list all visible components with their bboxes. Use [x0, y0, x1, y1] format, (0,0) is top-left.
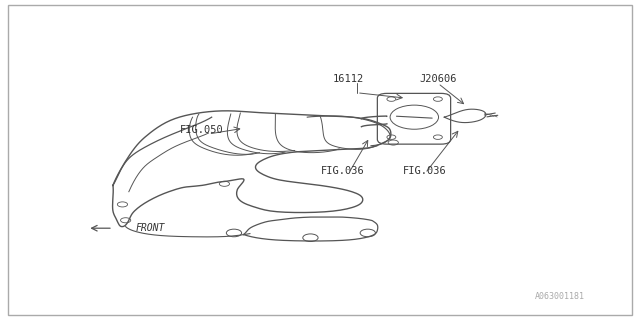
Text: FIG.036: FIG.036: [403, 166, 447, 176]
Text: 16112: 16112: [333, 74, 364, 84]
Text: A063001181: A063001181: [534, 292, 584, 301]
Text: FIG.050: FIG.050: [180, 125, 224, 135]
Text: J20606: J20606: [419, 74, 456, 84]
Text: FRONT: FRONT: [135, 223, 164, 233]
Text: FIG.036: FIG.036: [321, 166, 364, 176]
